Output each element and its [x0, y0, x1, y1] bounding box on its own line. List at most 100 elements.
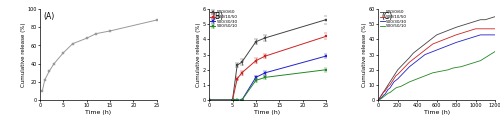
500/0/60	[406, 57, 412, 58]
500/30/30	[418, 57, 424, 58]
500/30/30	[376, 99, 382, 100]
500/30/30	[478, 34, 484, 36]
500/10/50	[492, 28, 498, 30]
500/30/30	[382, 93, 388, 95]
500/50/10	[389, 90, 395, 92]
500/30/30	[385, 89, 391, 90]
Line: 500/0/60: 500/0/60	[378, 17, 495, 100]
500/0/60	[398, 66, 404, 67]
500/0/60	[449, 28, 455, 30]
500/0/60	[463, 24, 469, 25]
500/30/30	[391, 81, 397, 83]
Line: 500/30/30: 500/30/30	[378, 35, 495, 100]
Legend: 500/0/60, 500/10/50, 500/30/30, 500/50/10: 500/0/60, 500/10/50, 500/30/30, 500/50/1…	[379, 10, 408, 29]
500/50/10	[378, 98, 384, 99]
500/50/10	[487, 54, 493, 55]
Text: (C): (C)	[382, 12, 393, 21]
500/30/30	[458, 40, 464, 42]
500/0/60	[426, 40, 432, 42]
500/10/50	[406, 61, 412, 63]
500/10/50	[380, 92, 386, 93]
500/30/30	[492, 34, 498, 36]
500/50/10	[458, 66, 464, 67]
500/0/60	[438, 33, 444, 34]
500/0/60	[381, 90, 387, 92]
500/0/60	[393, 72, 399, 74]
500/0/60	[384, 86, 390, 87]
500/0/60	[404, 60, 409, 61]
500/10/50	[382, 90, 388, 92]
500/0/60	[383, 87, 389, 89]
500/10/50	[434, 42, 440, 43]
500/50/10	[391, 89, 397, 90]
Line: 500/10/50: 500/10/50	[378, 29, 495, 100]
500/30/30	[393, 80, 399, 81]
500/30/30	[453, 42, 459, 43]
500/10/50	[389, 81, 395, 83]
Text: (A): (A)	[44, 12, 55, 21]
500/50/10	[404, 83, 409, 84]
500/0/60	[472, 20, 478, 22]
500/50/10	[376, 99, 382, 100]
500/50/10	[393, 87, 399, 89]
500/10/50	[400, 67, 406, 69]
500/50/10	[395, 86, 401, 88]
500/30/30	[434, 49, 440, 51]
500/30/30	[430, 51, 436, 52]
500/50/10	[387, 92, 393, 93]
500/10/50	[463, 31, 469, 33]
500/0/60	[422, 43, 428, 45]
500/0/60	[434, 34, 440, 36]
500/50/10	[381, 96, 387, 97]
500/50/10	[463, 64, 469, 66]
500/10/50	[414, 55, 420, 57]
500/10/50	[381, 91, 387, 93]
500/50/10	[446, 69, 452, 71]
500/30/30	[406, 66, 412, 67]
500/30/30	[468, 37, 473, 39]
500/30/30	[482, 34, 488, 36]
500/10/50	[438, 40, 444, 42]
500/10/50	[398, 70, 404, 72]
500/0/60	[395, 69, 401, 71]
500/10/50	[458, 33, 464, 34]
X-axis label: Time (h): Time (h)	[86, 110, 112, 115]
500/10/50	[418, 52, 424, 54]
500/10/50	[426, 46, 432, 48]
500/10/50	[376, 99, 382, 101]
500/50/10	[453, 67, 459, 68]
500/0/60	[478, 19, 484, 21]
500/30/30	[380, 95, 386, 96]
500/10/50	[383, 89, 389, 90]
500/30/30	[422, 54, 428, 55]
500/30/30	[376, 99, 382, 101]
500/30/30	[414, 60, 420, 61]
500/10/50	[410, 58, 416, 60]
Y-axis label: Cumulative release (%): Cumulative release (%)	[196, 22, 202, 87]
500/30/30	[378, 97, 384, 99]
500/30/30	[426, 52, 432, 54]
500/50/10	[442, 70, 448, 71]
500/30/30	[446, 45, 452, 46]
500/50/10	[406, 81, 412, 83]
500/50/10	[384, 93, 390, 95]
500/50/10	[492, 51, 498, 52]
500/10/50	[487, 28, 493, 30]
500/10/50	[453, 34, 459, 36]
500/10/50	[379, 93, 385, 95]
500/30/30	[389, 84, 395, 86]
500/50/10	[379, 97, 385, 99]
500/10/50	[395, 74, 401, 75]
500/10/50	[430, 43, 436, 45]
500/0/60	[442, 31, 448, 33]
500/50/10	[414, 78, 420, 80]
X-axis label: Time (h): Time (h)	[254, 110, 280, 115]
500/0/60	[376, 99, 382, 101]
500/50/10	[410, 80, 416, 81]
500/10/50	[478, 28, 484, 30]
500/10/50	[404, 64, 409, 66]
500/30/30	[387, 87, 393, 89]
500/10/50	[385, 86, 391, 87]
500/0/60	[468, 22, 473, 24]
500/0/60	[376, 98, 382, 99]
